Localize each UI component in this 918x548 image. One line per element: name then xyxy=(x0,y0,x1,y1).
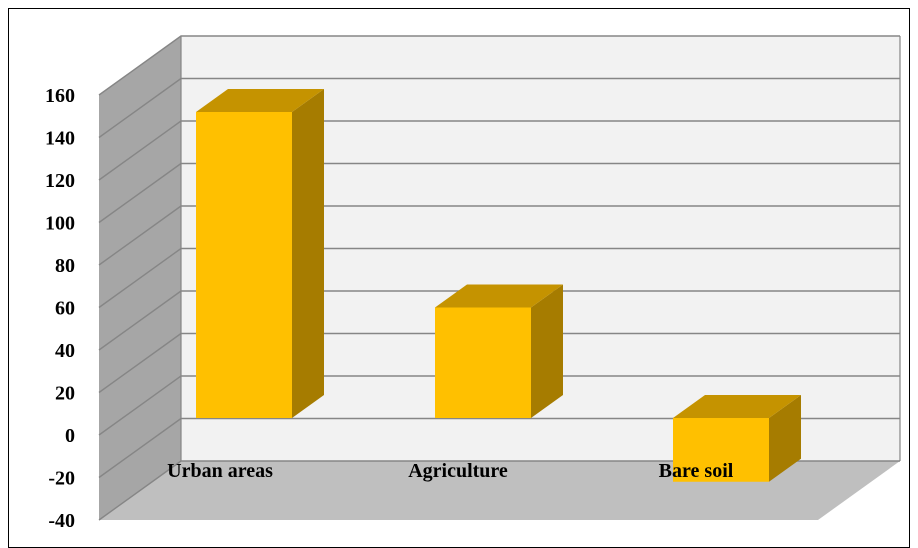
y-tick-label: 100 xyxy=(45,213,75,235)
y-tick-label: 0 xyxy=(65,425,75,447)
bar-chart: -40 -20 0 20 40 60 80 100 120 140 160 Urban areas A… xyxy=(45,35,901,532)
y-tick-label: 120 xyxy=(45,170,75,192)
bar-front xyxy=(435,307,531,418)
y-tick-label: 20 xyxy=(55,383,75,405)
bar-front xyxy=(673,418,769,482)
bar-top xyxy=(435,284,563,308)
y-tick-label: -20 xyxy=(48,468,75,490)
y-tick-label: 40 xyxy=(55,340,75,362)
bars xyxy=(196,89,801,482)
bar-front xyxy=(196,112,292,418)
bar-side xyxy=(769,395,801,482)
y-tick-label: 160 xyxy=(45,85,75,107)
gridlines xyxy=(98,35,901,521)
bar-top xyxy=(196,89,324,112)
category-label: Bare soil xyxy=(659,460,734,482)
bar-side xyxy=(531,284,563,418)
y-tick-label: 80 xyxy=(55,255,75,277)
y-tick-label: 140 xyxy=(45,128,75,150)
bar-side xyxy=(292,89,324,418)
category-label: Urban areas xyxy=(167,460,273,482)
bar xyxy=(673,395,801,482)
category-label: Agriculture xyxy=(408,460,508,482)
category-labels: Urban areas Agriculture Bare soil xyxy=(167,460,734,482)
bar xyxy=(435,284,563,418)
y-tick-label: 60 xyxy=(55,298,75,320)
y-tick-labels: -40 -20 0 20 40 60 80 100 120 140 160 xyxy=(45,85,75,532)
bar xyxy=(196,89,324,418)
y-tick-label: -40 xyxy=(48,510,75,532)
bar-top xyxy=(673,395,801,418)
